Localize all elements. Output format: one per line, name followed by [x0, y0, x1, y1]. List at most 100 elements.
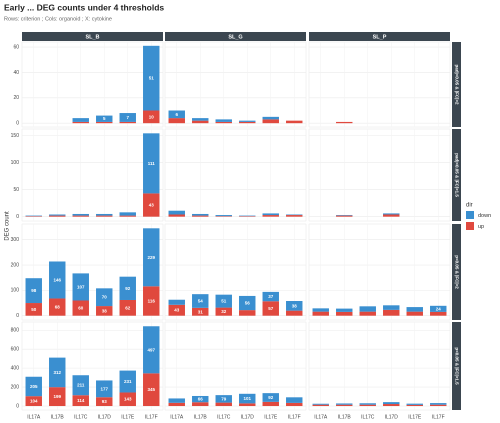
bar-segment — [192, 294, 209, 308]
bar-segment — [168, 299, 185, 305]
bar-segment — [168, 210, 185, 215]
row-strip-label: p<0.05 & |FC|>2 — [454, 255, 459, 289]
bar-segment — [25, 376, 42, 397]
bar-segment — [262, 119, 279, 124]
column-strip-label: SL_B — [85, 34, 99, 40]
panel-background — [164, 41, 307, 128]
panel-background — [21, 321, 164, 411]
bar-segment — [239, 215, 256, 217]
bar-segment — [72, 300, 89, 316]
panel-background — [308, 223, 451, 321]
panel-background — [308, 41, 451, 128]
bar-value-label: 93 — [102, 399, 108, 404]
panel-background — [308, 128, 451, 222]
bar-segment — [286, 397, 303, 403]
bar-segment — [406, 311, 423, 316]
bar-segment — [143, 45, 160, 111]
bar-segment — [96, 215, 113, 217]
bar-segment — [262, 291, 279, 302]
bar-value-label: 10 — [149, 114, 155, 119]
y-tick-label: 300 — [11, 237, 20, 243]
x-tick-label: IL17C — [217, 414, 231, 420]
bar-value-label: 98 — [31, 288, 37, 293]
y-axis-title: DEG count — [5, 211, 11, 241]
column-strip — [165, 32, 306, 41]
bar-value-label: 60 — [78, 306, 84, 311]
bar-segment — [262, 393, 279, 402]
bar-segment — [336, 121, 353, 124]
y-tick-label: 600 — [11, 347, 20, 353]
bar-segment — [96, 288, 113, 307]
x-tick-label: IL17E — [408, 414, 422, 420]
bar-value-label: 32 — [221, 309, 227, 314]
bar-value-label: 68 — [55, 305, 61, 310]
y-tick-label: 0 — [16, 214, 19, 220]
bar-segment — [336, 403, 353, 405]
bar-segment — [72, 118, 89, 122]
bar-value-label: 107 — [77, 284, 85, 289]
x-tick-label: IL17E — [264, 414, 278, 420]
bar-value-label: 37 — [268, 294, 274, 299]
bar-segment — [215, 294, 232, 308]
column-strip-label: SL_G — [228, 34, 242, 40]
bar-segment — [168, 118, 185, 124]
bar-value-label: 116 — [148, 298, 156, 303]
bar-segment — [406, 403, 423, 405]
legend-key — [466, 222, 474, 230]
chart-subtitle: Rows: criterion ; Cols: organoid ; X: cy… — [4, 16, 112, 22]
bar-segment — [192, 118, 209, 121]
bar-segment — [383, 214, 400, 217]
bar-segment — [192, 395, 209, 403]
bar-segment — [192, 402, 209, 407]
y-tick-label: 800 — [11, 328, 20, 334]
bar-segment — [262, 301, 279, 316]
row-strip — [452, 42, 461, 127]
bar-value-label: 104 — [30, 399, 38, 404]
bar-segment — [49, 387, 66, 407]
bar-segment — [96, 115, 113, 122]
bar-value-label: 146 — [53, 277, 61, 282]
y-tick-label: 200 — [11, 384, 20, 390]
bar-value-label: 43 — [174, 308, 180, 313]
bar-value-label: 51 — [149, 76, 155, 81]
y-tick-label: 0 — [16, 313, 19, 319]
bar-value-label: 7 — [126, 115, 129, 120]
bar-segment — [336, 215, 353, 216]
bar-segment — [72, 375, 89, 396]
x-tick-label: IL17C — [361, 414, 375, 420]
legend-key — [466, 211, 474, 219]
bar-segment — [239, 393, 256, 404]
bar-segment — [359, 404, 376, 407]
y-tick-label: 100 — [11, 288, 20, 294]
bar-segment — [96, 380, 113, 398]
bar-segment — [72, 121, 89, 124]
bar-segment — [25, 216, 42, 217]
bar-segment — [383, 402, 400, 405]
x-tick-label: IL17F — [432, 414, 445, 420]
bar-segment — [430, 305, 447, 312]
panel-background — [164, 128, 307, 222]
bar-segment — [286, 214, 303, 216]
bar-segment — [49, 298, 66, 316]
bar-segment — [262, 213, 279, 216]
panel-background — [21, 128, 164, 222]
bar-value-label: 5 — [103, 116, 106, 121]
bar-segment — [96, 121, 113, 124]
bar-segment — [119, 212, 136, 216]
bar-value-label: 114 — [77, 398, 85, 403]
bar-segment — [383, 213, 400, 215]
bar-segment — [359, 306, 376, 312]
bar-segment — [119, 370, 136, 393]
bar-segment — [119, 113, 136, 122]
panel-background — [21, 41, 164, 128]
row-strip-label: padj<0.05 & |FC|>1.5 — [454, 153, 459, 197]
column-strip — [22, 32, 163, 41]
bar-segment — [143, 326, 160, 374]
bar-segment — [383, 305, 400, 310]
bar-segment — [168, 402, 185, 407]
bar-segment — [143, 193, 160, 217]
bar-value-label: 312 — [53, 370, 61, 375]
x-tick-label: IL17D — [98, 414, 112, 420]
bar-segment — [286, 301, 303, 311]
y-tick-label: 20 — [13, 95, 19, 101]
